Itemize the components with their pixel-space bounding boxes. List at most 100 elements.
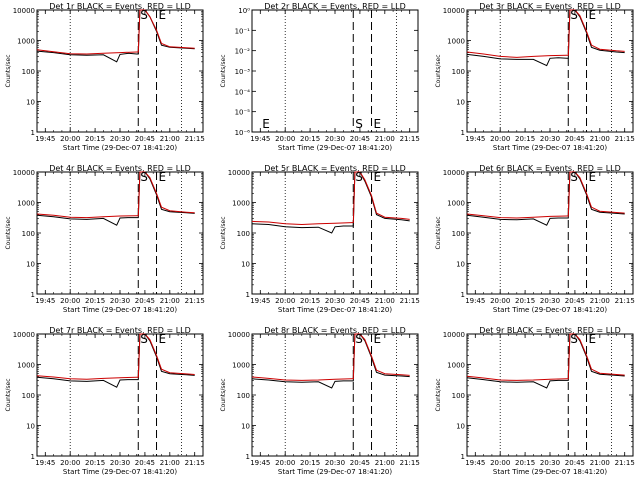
x-tick-label: 19:45 <box>35 459 55 467</box>
y-tick-label: 10⁻³ <box>235 68 251 76</box>
y-axis-label: Counts/sec <box>435 216 442 249</box>
plot-frame <box>466 9 634 133</box>
y-tick-label: 10000 <box>13 7 35 15</box>
events-series-line <box>251 333 410 389</box>
start-marker: S <box>570 8 578 22</box>
x-tick-label: 20:45 <box>135 297 155 305</box>
y-tick-label: 10 <box>241 423 250 431</box>
y-tick-label: 100 <box>452 230 465 238</box>
y-axis-label: Counts/sec <box>435 378 442 411</box>
y-axis-label: Counts/sec <box>220 378 227 411</box>
y-tick-label: 10000 <box>443 331 465 339</box>
x-tick-label: 20:15 <box>515 297 535 305</box>
panel-det-9: Det 9r BLACK = Events, RED = LLD Counts/s… <box>435 326 635 476</box>
x-tick-label: 21:00 <box>590 135 610 143</box>
y-axis-label: Counts/sec <box>220 54 227 87</box>
y-tick-label: 100 <box>237 230 250 238</box>
x-tick-label: 20:00 <box>60 297 80 305</box>
start-marker: S <box>570 332 578 346</box>
panel-det-2: Det 2r BLACK = Events, RED = LLD Counts/s… <box>220 2 420 152</box>
x-tick-label: 20:30 <box>110 297 130 305</box>
panel-det-1: Det 1r BLACK = Events, RED = LLD Counts/s… <box>5 2 205 152</box>
end-marker: E <box>374 170 382 184</box>
x-axis-label: Start Time (29-Dec-07 18:41:20) <box>278 306 392 314</box>
chart-title: Det 1r BLACK = Events, RED = LLD <box>49 2 191 11</box>
panel-det-6: Det 6r BLACK = Events, RED = LLD Counts/s… <box>435 164 635 314</box>
x-tick-label: 20:45 <box>565 297 585 305</box>
x-tick-label: 20:30 <box>540 135 560 143</box>
y-tick-label: 100 <box>22 392 35 400</box>
start-marker: S <box>355 170 363 184</box>
x-tick-label: 20:00 <box>275 297 295 305</box>
events-series-line <box>36 9 195 63</box>
x-tick-label: 20:00 <box>275 135 295 143</box>
x-tick-label: 21:00 <box>375 297 395 305</box>
y-tick-label: 10⁻¹ <box>235 27 251 35</box>
y-tick-label: 1 <box>31 129 35 137</box>
y-tick-label: 1 <box>31 453 35 461</box>
x-tick-label: 20:30 <box>325 297 345 305</box>
chart-title: Det 5r BLACK = Events, RED = LLD <box>264 164 406 173</box>
chart-title: Det 9r BLACK = Events, RED = LLD <box>479 326 621 335</box>
x-tick-label: 20:45 <box>135 459 155 467</box>
chart-title: Det 8r BLACK = Events, RED = LLD <box>264 326 406 335</box>
end-marker: E <box>159 332 167 346</box>
x-tick-label: 19:45 <box>35 135 55 143</box>
end-marker: E <box>262 117 270 131</box>
plot-frame <box>466 333 634 457</box>
lld-series-line <box>466 333 625 381</box>
y-tick-label: 100 <box>237 392 250 400</box>
end-marker: E <box>159 8 167 22</box>
y-tick-label: 10 <box>456 99 465 107</box>
events-series-line <box>36 333 195 388</box>
x-tick-label: 20:45 <box>350 459 370 467</box>
y-tick-label: 10000 <box>228 169 250 177</box>
x-tick-label: 20:30 <box>325 459 345 467</box>
x-tick-label: 20:15 <box>515 459 535 467</box>
lld-series-line <box>36 9 195 55</box>
y-tick-label: 10000 <box>13 169 35 177</box>
x-tick-label: 21:15 <box>185 135 205 143</box>
y-tick-label: 10⁻⁶ <box>235 129 251 137</box>
start-marker: S <box>570 170 578 184</box>
x-tick-label: 20:30 <box>110 135 130 143</box>
y-axis-label: Counts/sec <box>5 54 12 87</box>
x-tick-label: 21:15 <box>185 459 205 467</box>
x-tick-label: 21:15 <box>400 135 420 143</box>
x-tick-label: 19:45 <box>465 297 485 305</box>
y-tick-label: 100 <box>452 392 465 400</box>
panel-det-3: Det 3r BLACK = Events, RED = LLD Counts/s… <box>435 2 635 152</box>
end-marker: E <box>589 170 597 184</box>
x-axis-label: Start Time (29-Dec-07 18:41:20) <box>278 468 392 476</box>
x-tick-label: 20:30 <box>540 459 560 467</box>
y-tick-label: 1 <box>461 291 465 299</box>
x-tick-label: 20:15 <box>515 135 535 143</box>
y-tick-label: 10000 <box>13 331 35 339</box>
x-tick-label: 21:00 <box>160 459 180 467</box>
y-tick-label: 1000 <box>17 362 35 370</box>
x-tick-label: 21:15 <box>400 297 420 305</box>
y-tick-label: 10 <box>26 423 35 431</box>
y-axis-label: Counts/sec <box>5 216 12 249</box>
start-marker: S <box>140 332 148 346</box>
x-tick-label: 21:00 <box>590 297 610 305</box>
x-tick-label: 20:00 <box>490 135 510 143</box>
plot-frame <box>36 9 204 133</box>
start-marker: S <box>140 170 148 184</box>
y-axis-label: Counts/sec <box>435 54 442 87</box>
x-tick-label: 19:45 <box>250 459 270 467</box>
x-tick-label: 20:45 <box>350 297 370 305</box>
x-tick-label: 21:00 <box>590 459 610 467</box>
x-tick-label: 20:00 <box>60 459 80 467</box>
x-tick-label: 20:15 <box>85 297 105 305</box>
y-tick-label: 1000 <box>17 200 35 208</box>
lld-series-line <box>466 171 625 219</box>
y-tick-label: 10⁻⁴ <box>235 88 251 96</box>
x-tick-label: 19:45 <box>465 459 485 467</box>
start-marker: S <box>355 117 363 131</box>
x-tick-label: 21:15 <box>400 459 420 467</box>
lld-series-line <box>36 333 195 380</box>
x-tick-label: 19:45 <box>465 135 485 143</box>
chart-title: Det 3r BLACK = Events, RED = LLD <box>479 2 621 11</box>
y-tick-label: 10 <box>26 99 35 107</box>
